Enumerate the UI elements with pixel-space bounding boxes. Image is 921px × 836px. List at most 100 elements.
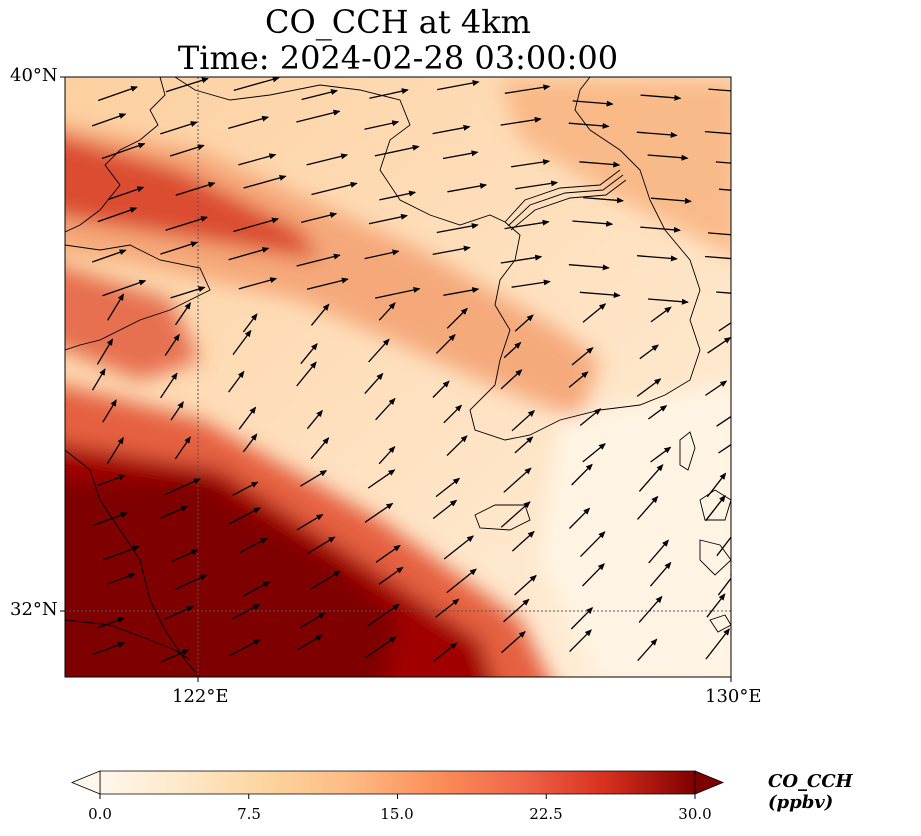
colorbar-tick-3: 22.5 [529, 805, 563, 823]
wind-arrow [649, 561, 672, 587]
wind-arrow [165, 216, 209, 231]
map-title-line1: CO_CCH at 4km [265, 3, 531, 41]
wind-arrow [572, 220, 614, 227]
axis-ticks [60, 76, 732, 682]
wind-arrow [242, 313, 258, 333]
wind-arrow [170, 144, 205, 157]
wind-arrow [91, 113, 127, 127]
wind-arrow [232, 481, 259, 496]
wind-arrow [446, 435, 468, 457]
wind-arrow [364, 249, 400, 260]
wind-arrow [228, 115, 270, 130]
wind-arrow [91, 368, 106, 391]
wind-arrow [228, 507, 261, 525]
map-title-line2: Time: 2024-02-28 03:00:00 [177, 39, 619, 77]
colorbar-tick-2: 15.0 [380, 805, 414, 823]
wind-arrow [707, 232, 731, 236]
wind-arrow [378, 566, 404, 585]
wind-arrow [716, 291, 731, 294]
wind-arrow [504, 219, 550, 230]
wind-arrow [300, 470, 328, 487]
lat-tick-32n: 32°N [10, 599, 58, 620]
wind-arrow [515, 180, 559, 190]
wind-arrow [640, 226, 681, 233]
wind-arrow [432, 245, 471, 256]
wind-arrow [706, 472, 727, 498]
wind-arrow [708, 88, 731, 92]
wind-arrow [705, 494, 726, 522]
wind-arrow [570, 606, 594, 630]
wind-arrow [501, 631, 526, 654]
wind-arrow [648, 539, 669, 564]
wind-arrow [637, 638, 658, 662]
wind-arrow [364, 502, 394, 523]
wind-arrow [447, 182, 488, 193]
wind-arrow [647, 154, 689, 161]
wind-arrow [228, 639, 261, 657]
wind-arrow [106, 436, 124, 465]
wind-arrow [306, 277, 349, 290]
wind-arrow [165, 77, 209, 93]
lat-tick-40n: 40°N [10, 65, 58, 86]
wind-arrow [716, 536, 731, 557]
wind-arrow [500, 501, 531, 528]
wind-arrow [568, 371, 589, 388]
wind-arrow [432, 499, 458, 520]
wind-arrow [369, 88, 409, 99]
wind-vectors [91, 77, 731, 663]
wind-arrow [238, 153, 277, 166]
wind-arrow [164, 478, 201, 496]
wind-arrow [707, 337, 731, 354]
wind-arrow [307, 536, 336, 555]
wind-arrow [160, 372, 178, 399]
wind-arrow [443, 535, 474, 560]
wind-arrow [164, 606, 194, 620]
wind-arrow [231, 604, 261, 620]
wind-arrow [572, 100, 614, 107]
wind-arrow [500, 369, 523, 390]
wind-arrow [306, 153, 349, 166]
wind-arrow [569, 629, 592, 653]
wind-arrow [511, 159, 551, 168]
wind-arrow [310, 437, 330, 460]
colorbar-tick-0: 0.0 [88, 805, 112, 823]
wind-arrow [443, 404, 463, 424]
wind-arrow [310, 303, 330, 326]
wind-arrow [432, 124, 471, 135]
wind-arrow [299, 612, 326, 629]
wind-arrow [368, 338, 390, 363]
wind-arrow [514, 574, 537, 596]
wind-arrow [579, 161, 621, 168]
wind-arrow [705, 255, 731, 260]
wind-arrow [238, 406, 257, 430]
wind-arrow [301, 212, 338, 224]
wind-arrow [651, 197, 692, 204]
wind-arrow [579, 408, 602, 427]
wind-arrow [300, 343, 318, 365]
wind-arrow [306, 409, 323, 430]
wind-arrow [717, 571, 731, 596]
wind-arrow [582, 303, 607, 323]
colorbar-under-triangle [70, 770, 101, 795]
wind-arrow [442, 150, 479, 160]
wind-arrow [92, 249, 127, 263]
wind-arrow [296, 109, 341, 123]
wind-arrow [500, 254, 543, 264]
wind-arrow [96, 617, 125, 629]
wind-arrow [228, 370, 245, 393]
wind-arrow [296, 514, 324, 531]
wind-arrow [107, 186, 145, 201]
wind-arrow [242, 581, 271, 597]
wind-arrow [514, 436, 534, 454]
wind-arrow [443, 287, 480, 296]
wind-arrow [638, 464, 664, 492]
wind-arrow [296, 253, 341, 267]
wind-arrow [511, 410, 536, 432]
wind-arrow [233, 77, 280, 92]
wind-arrow [379, 190, 417, 201]
wind-arrow [310, 570, 341, 590]
wind-arrow [511, 530, 535, 552]
wind-arrow [503, 598, 530, 623]
wind-arrow [232, 329, 252, 355]
wind-arrow [296, 634, 323, 651]
